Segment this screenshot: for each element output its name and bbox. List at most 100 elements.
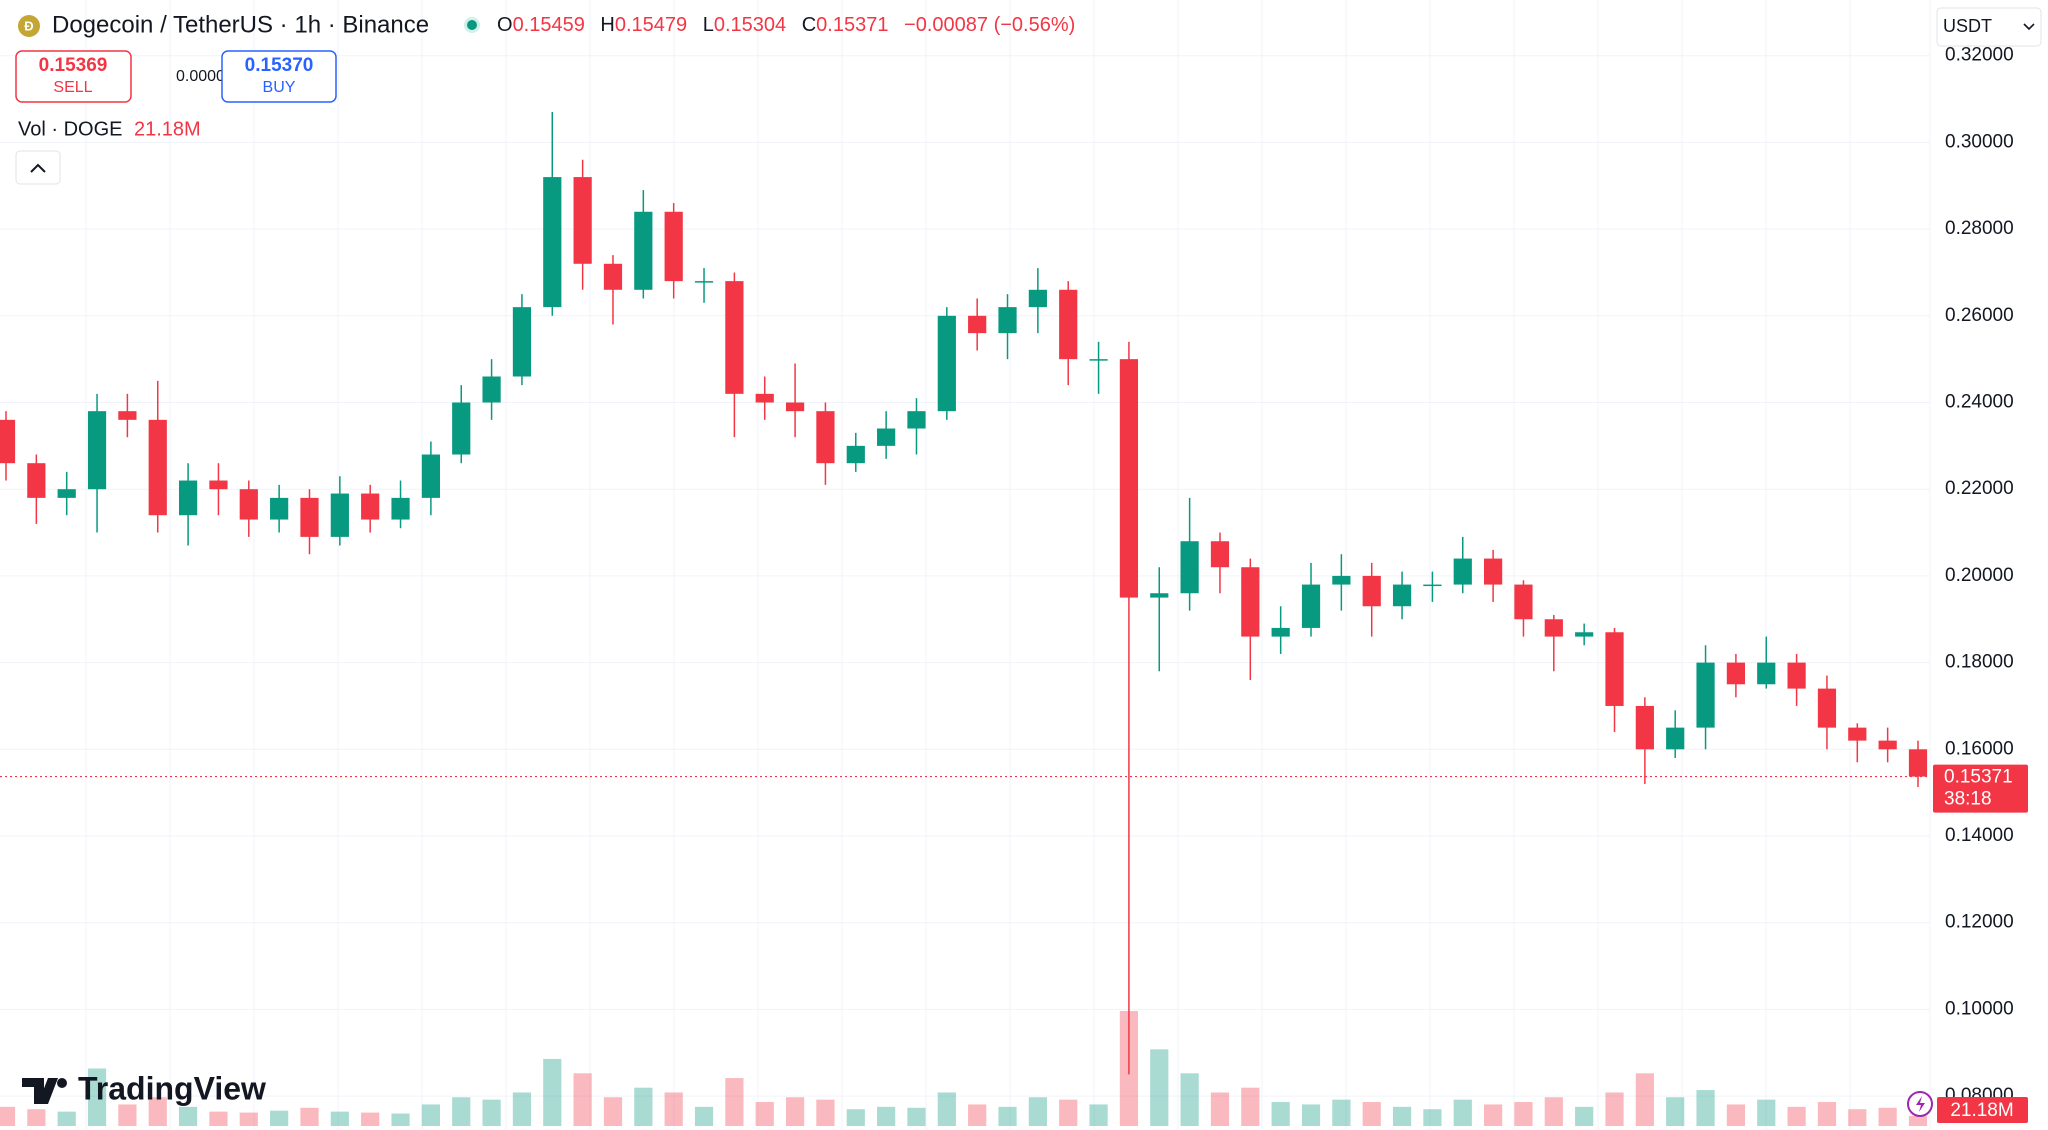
volume-badge-text: 21.18M <box>1950 1100 2013 1121</box>
volume-bar <box>300 1107 319 1126</box>
candle-body <box>27 463 46 498</box>
buy-button[interactable] <box>221 50 337 103</box>
volume-bar <box>603 1097 623 1126</box>
volume-bar <box>1757 1099 1776 1126</box>
candle-body <box>482 376 501 403</box>
volume-bar <box>1848 1109 1867 1126</box>
volume-bar <box>0 1106 16 1126</box>
candle-body <box>1666 727 1685 750</box>
collapse-icon <box>30 163 46 173</box>
candle-body <box>573 177 592 264</box>
candle-body <box>148 419 167 516</box>
y-tick-label: 0.12000 <box>1945 912 2014 933</box>
candle-body <box>634 211 653 290</box>
volume-bar <box>87 1068 107 1126</box>
volume-bar <box>543 1058 562 1126</box>
coin-glyph: Ð <box>24 18 33 33</box>
candle-body <box>1150 593 1169 598</box>
buy-label: BUY <box>263 79 296 96</box>
candle-body <box>907 411 926 429</box>
candle-body <box>1301 584 1321 628</box>
symbol-title[interactable]: Dogecoin / TetherUS · 1h · Binance <box>52 11 429 38</box>
sell-label: SELL <box>53 79 92 96</box>
volume-bar <box>1150 1049 1169 1126</box>
candle-body <box>239 489 258 520</box>
volume-bar <box>1089 1104 1108 1126</box>
candle-body <box>725 281 744 394</box>
candle-body <box>421 454 440 498</box>
candle-body <box>118 411 137 420</box>
candle-body <box>512 307 532 377</box>
volume-title: Vol · DOGE <box>18 118 122 140</box>
volume-bar <box>1666 1097 1685 1126</box>
dropdown-icon <box>2023 23 2035 31</box>
volume-bar <box>512 1092 532 1126</box>
candle-body <box>1423 584 1442 587</box>
buy-price: 0.15370 <box>245 55 314 76</box>
candle-body <box>1059 289 1078 360</box>
candle-body <box>1210 541 1230 568</box>
candle-body <box>391 497 410 520</box>
ohlc-value: 0.15304 <box>714 14 786 36</box>
y-tick-label: 0.18000 <box>1945 652 2014 673</box>
candle-body <box>937 315 956 412</box>
candle-body <box>1817 688 1837 728</box>
candle-body <box>755 393 774 403</box>
volume-bar <box>1484 1104 1503 1126</box>
volume-bar <box>1696 1090 1715 1126</box>
candle-body <box>330 493 349 537</box>
volume-value: 21.18M <box>134 118 201 140</box>
volume-bar <box>1635 1073 1654 1126</box>
volume-bar <box>209 1111 228 1126</box>
volume-bar <box>1241 1087 1260 1126</box>
candle-body <box>1726 662 1746 685</box>
last-price-label: 0.15371 <box>1944 767 2013 788</box>
volume-bar <box>482 1099 501 1126</box>
volume-bar <box>755 1102 774 1126</box>
volume-bar <box>27 1109 46 1126</box>
candle-body <box>57 489 76 498</box>
collapse-button[interactable] <box>15 150 61 185</box>
y-tick-label: 0.20000 <box>1945 565 2014 586</box>
y-tick-label: 0.14000 <box>1945 825 2014 846</box>
volume-bar <box>239 1112 258 1126</box>
currency-select[interactable] <box>1936 7 2042 47</box>
volume-bar <box>1575 1106 1594 1126</box>
currency: USDT <box>1943 16 1992 36</box>
volume-bar <box>330 1111 349 1126</box>
candle-body <box>1514 584 1533 620</box>
countdown-label: 38:18 <box>1944 789 1992 810</box>
alert-bolt <box>1916 1096 1925 1112</box>
candle-body <box>694 281 714 283</box>
candle-body <box>1484 558 1503 585</box>
spread: 0.00001 <box>176 68 234 85</box>
volume-bar <box>1787 1106 1806 1126</box>
volume-bar <box>634 1087 653 1126</box>
ohlc-value: 0.15479 <box>615 14 687 36</box>
candle-body <box>846 445 865 464</box>
volume-bar <box>937 1092 956 1126</box>
volume-bar <box>148 1097 167 1126</box>
candle-body <box>1332 575 1351 585</box>
candle-body <box>1605 632 1624 706</box>
y-tick-label: 0.10000 <box>1945 998 2014 1019</box>
ohlc-label: C <box>802 14 816 36</box>
candle-body <box>1878 740 1897 750</box>
volume-bar <box>1362 1102 1381 1126</box>
candle-body <box>1787 662 1806 689</box>
volume-bar <box>1605 1092 1624 1126</box>
y-tick-label: 0.28000 <box>1945 218 2014 239</box>
volume-bar <box>1271 1102 1290 1126</box>
candle-body <box>1392 584 1412 607</box>
volume-bar <box>1332 1099 1351 1126</box>
candle-body <box>270 497 289 520</box>
logo-mark <box>22 1078 58 1104</box>
volume-bar <box>270 1110 289 1126</box>
sell-button[interactable] <box>15 50 132 103</box>
candle-body <box>87 411 107 490</box>
volume-bar <box>1453 1099 1472 1126</box>
volume-bar <box>1301 1104 1321 1126</box>
volume-bar <box>877 1106 896 1126</box>
y-tick-label: 0.26000 <box>1945 305 2014 326</box>
volume-bar <box>1878 1107 1897 1126</box>
